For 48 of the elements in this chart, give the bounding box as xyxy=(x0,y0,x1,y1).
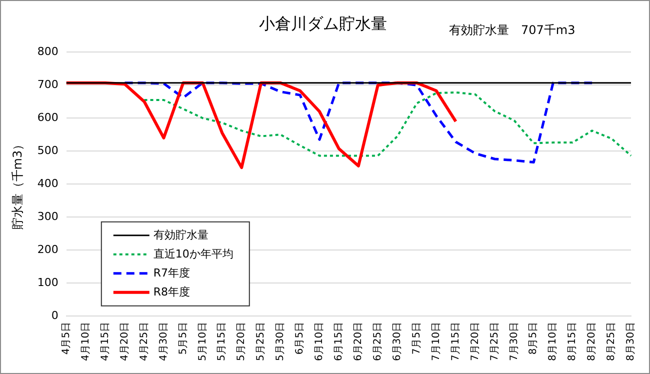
x-tick-label: 7月5日 xyxy=(411,322,422,355)
y-tick-label: 800 xyxy=(37,45,58,58)
y-axis-title: 貯水量（千m3） xyxy=(10,138,24,230)
text: 有効貯水量 707千m3 xyxy=(449,23,576,38)
y-tick-label: 300 xyxy=(37,210,58,223)
y-tick-label: 400 xyxy=(37,176,58,190)
x-tick-label: 4月25日 xyxy=(138,322,150,362)
x-tick-label: 6月25日 xyxy=(372,322,384,362)
x-tick-label: 8月10日 xyxy=(548,322,559,362)
x-tick-label: 7月25日 xyxy=(489,322,500,362)
legend-label: R7年度 xyxy=(153,266,190,280)
x-tick-label: 8月25日 xyxy=(606,322,618,362)
x-tick-label: 4月15日 xyxy=(100,322,111,362)
x-tick-label: 4月30日 xyxy=(158,322,170,362)
x-tick-label: 8月20日 xyxy=(586,322,598,362)
y-tick-label: 600 xyxy=(37,110,58,124)
x-tick-label: 7月30日 xyxy=(508,322,520,362)
x-tick-label: 6月10日 xyxy=(314,322,326,362)
x-tick-label: 8月15日 xyxy=(567,322,578,362)
x-tick-label: 5月10日 xyxy=(197,322,208,362)
x-tick-label: 4月10日 xyxy=(80,322,92,362)
y-tick-label: 200 xyxy=(37,242,58,256)
x-tick-label: 6月15日 xyxy=(334,322,345,362)
line-series xyxy=(124,82,594,164)
line-series xyxy=(143,91,632,157)
y-tick-label: 500 xyxy=(37,144,58,157)
x-tick-label: 5月25日 xyxy=(256,322,267,362)
x-tick-label: 7月10日 xyxy=(430,322,442,362)
x-tick-label: 5月20日 xyxy=(236,322,248,362)
x-tick-label: 4月5日 xyxy=(60,322,72,355)
x-tick-label: 8月30日 xyxy=(626,322,637,362)
legend-label: 直近10か年平均 xyxy=(153,247,234,260)
x-tick-label: 7月20日 xyxy=(470,322,481,362)
x-tick-label: 4月20日 xyxy=(119,322,130,362)
x-tick-label: 5月5日 xyxy=(178,322,189,355)
legend-label: R8年度 xyxy=(153,285,190,298)
legend-label: 有効貯水量 xyxy=(153,228,208,242)
x-tick-label: 7月15日 xyxy=(450,322,462,362)
chart-title: 小倉川ダム貯水量 xyxy=(259,14,387,33)
x-tick-label: 6月30日 xyxy=(392,322,403,362)
x-tick-label: 8月5日 xyxy=(528,322,540,355)
y-tick-label: 0 xyxy=(51,308,58,322)
x-tick-label: 5月15日 xyxy=(216,322,228,362)
y-tick-label: 100 xyxy=(37,276,58,289)
x-tick-label: 6月5日 xyxy=(294,322,306,355)
x-tick-label: 5月30日 xyxy=(275,322,286,362)
x-tick-label: 6月20日 xyxy=(353,322,364,362)
y-tick-label: 700 xyxy=(37,78,58,92)
